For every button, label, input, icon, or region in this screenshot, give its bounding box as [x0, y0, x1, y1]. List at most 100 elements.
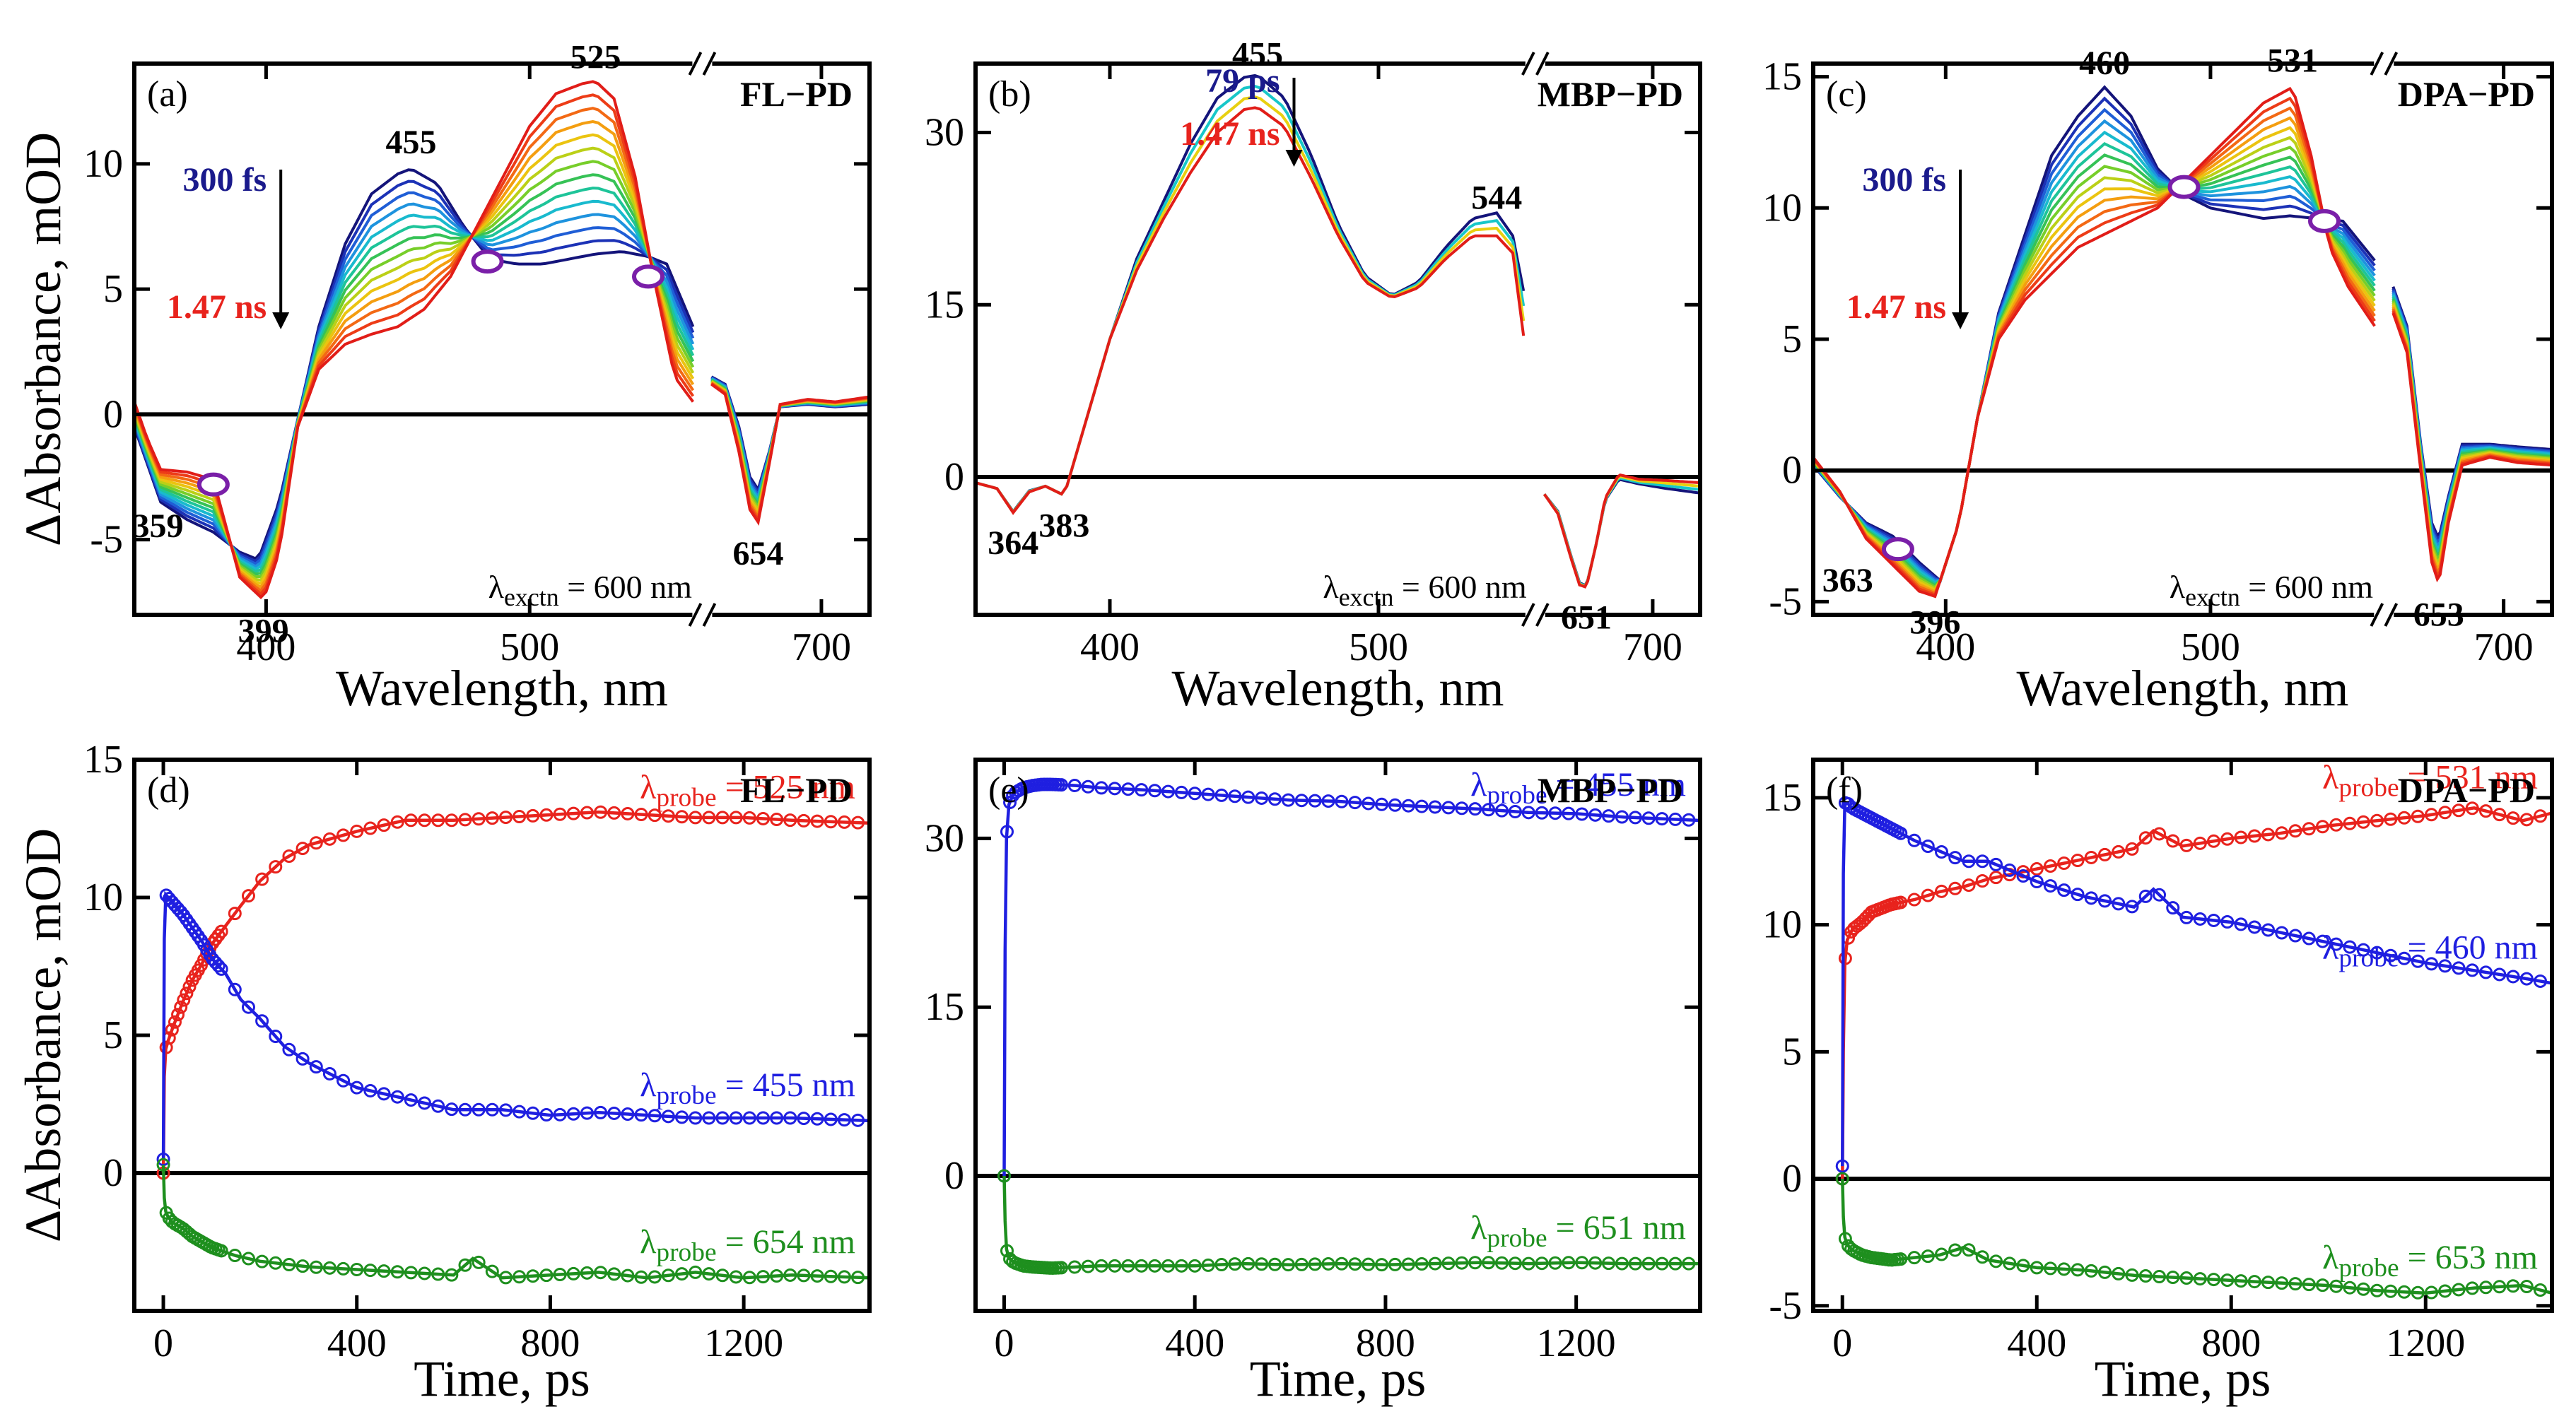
arrow-head	[272, 312, 290, 329]
series-point-green	[837, 1270, 851, 1284]
series-point-green	[295, 1259, 310, 1273]
series-point-green	[1255, 1257, 1269, 1271]
series-point-green	[742, 1271, 756, 1285]
series-point-red	[1948, 881, 1962, 895]
series-point-green	[2452, 1283, 2466, 1297]
panel-title: MBP−PD	[1538, 770, 1683, 810]
series-point-blue	[2411, 954, 2425, 968]
series-point-red	[621, 806, 635, 820]
series-point-red	[282, 849, 296, 863]
series-point-green	[1655, 1256, 1669, 1271]
series-point-green	[1214, 1258, 1229, 1272]
series-point-blue	[390, 1090, 404, 1104]
series-point-blue	[2465, 963, 2479, 977]
y-tick-label: 30	[925, 111, 964, 155]
series-point-green	[1401, 1257, 1415, 1271]
series-point-green	[2343, 1280, 2357, 1295]
series-point-blue	[1907, 833, 1921, 847]
series-point-blue	[2261, 923, 2275, 937]
series-point-red	[2493, 808, 2507, 822]
peak-label-455: 455	[385, 124, 436, 161]
series-point-green	[2098, 1265, 2112, 1279]
series-point-green	[1962, 1243, 1976, 1257]
series-point-blue	[1401, 799, 1415, 813]
series-point-blue	[1201, 787, 1215, 801]
series-point-blue	[309, 1060, 323, 1074]
peak-label-651: 651	[1561, 599, 1612, 636]
plot-frame	[1811, 758, 2554, 1313]
x-tick-label: 500	[500, 625, 559, 669]
series-point-green	[2465, 1281, 2479, 1295]
peak-label-383: 383	[1038, 507, 1089, 544]
series-point-blue	[689, 1111, 703, 1125]
series-point-blue	[2044, 879, 2057, 893]
series-point-blue	[1308, 794, 1322, 808]
series-point-green	[770, 1269, 784, 1283]
y-axis-title: ΔAbsorbance, mOD	[15, 132, 71, 546]
series-point-red	[171, 1008, 185, 1022]
isosbestic-point-2	[632, 264, 665, 289]
x-axis-title: Time, ps	[1250, 1350, 1426, 1407]
series-point-blue	[851, 1113, 865, 1127]
y-tick-label: 0	[1782, 449, 1802, 493]
x-axis-title: Wavelength, nm	[2016, 660, 2348, 717]
series-point-blue	[566, 1107, 580, 1121]
series-point-blue	[1108, 782, 1122, 796]
series-point-red	[2179, 838, 2194, 852]
series-point-blue	[2302, 931, 2316, 946]
series-point-blue	[350, 1081, 364, 1095]
series-point-green	[1054, 1261, 1068, 1275]
series-point-red	[2207, 834, 2220, 848]
series-point-green	[2166, 1271, 2180, 1285]
series-point-blue	[1682, 813, 1696, 827]
x-tick-label: 500	[2181, 625, 2240, 669]
series-point-green	[566, 1266, 580, 1280]
time-label-early: 79 ps	[1205, 62, 1280, 100]
series-point-blue	[2343, 940, 2357, 954]
series-point-blue	[783, 1111, 797, 1125]
series-point-green	[1308, 1257, 1322, 1271]
series-point-green	[2234, 1274, 2248, 1288]
series-point-green	[1508, 1256, 1522, 1271]
series-point-red	[715, 811, 730, 825]
time-label-early: 300 fs	[1862, 161, 1946, 199]
series-point-green	[1388, 1257, 1402, 1271]
series-point-red	[2479, 804, 2493, 818]
series-point-green	[1894, 1252, 1908, 1266]
series-point-red	[418, 813, 432, 828]
peak-label-364: 364	[988, 524, 1038, 562]
spectrum-trace-12-seg0	[1812, 96, 2376, 597]
series-point-blue	[1135, 783, 1149, 797]
series-point-green	[2247, 1275, 2261, 1289]
series-point-blue	[1468, 802, 1482, 816]
series-point-blue	[431, 1099, 445, 1113]
series-point-blue	[2153, 888, 2166, 902]
series-point-blue	[513, 1105, 527, 1119]
series-point-blue	[553, 1107, 567, 1121]
series-point-blue	[2452, 961, 2466, 975]
series-point-green	[580, 1266, 594, 1280]
axis-break-mark	[2370, 603, 2384, 627]
series-point-green	[2138, 1269, 2153, 1283]
series-line-blue	[161, 890, 870, 1160]
series-point-green	[458, 1258, 472, 1272]
series-point-green	[1000, 1244, 1014, 1258]
series-point-red	[851, 816, 865, 830]
series-point-blue	[648, 1109, 662, 1123]
y-tick-label: 5	[1782, 1030, 1802, 1073]
series-point-blue	[2493, 967, 2507, 982]
spectrum-trace-6-seg0	[1812, 153, 2376, 588]
series-point-green	[2003, 1256, 2017, 1271]
series-point-blue	[1535, 806, 1549, 820]
series-point-blue	[715, 1111, 730, 1125]
series-point-blue	[1921, 839, 1935, 853]
series-point-red	[2153, 827, 2166, 841]
series-point-blue	[1321, 794, 1335, 808]
series-point-green	[1267, 1257, 1282, 1271]
series-point-red	[377, 818, 391, 832]
series-point-red	[2288, 824, 2302, 838]
isosbestic-point-1	[2167, 175, 2201, 199]
axis-break-mark	[1521, 603, 1535, 627]
series-point-red	[824, 815, 838, 829]
